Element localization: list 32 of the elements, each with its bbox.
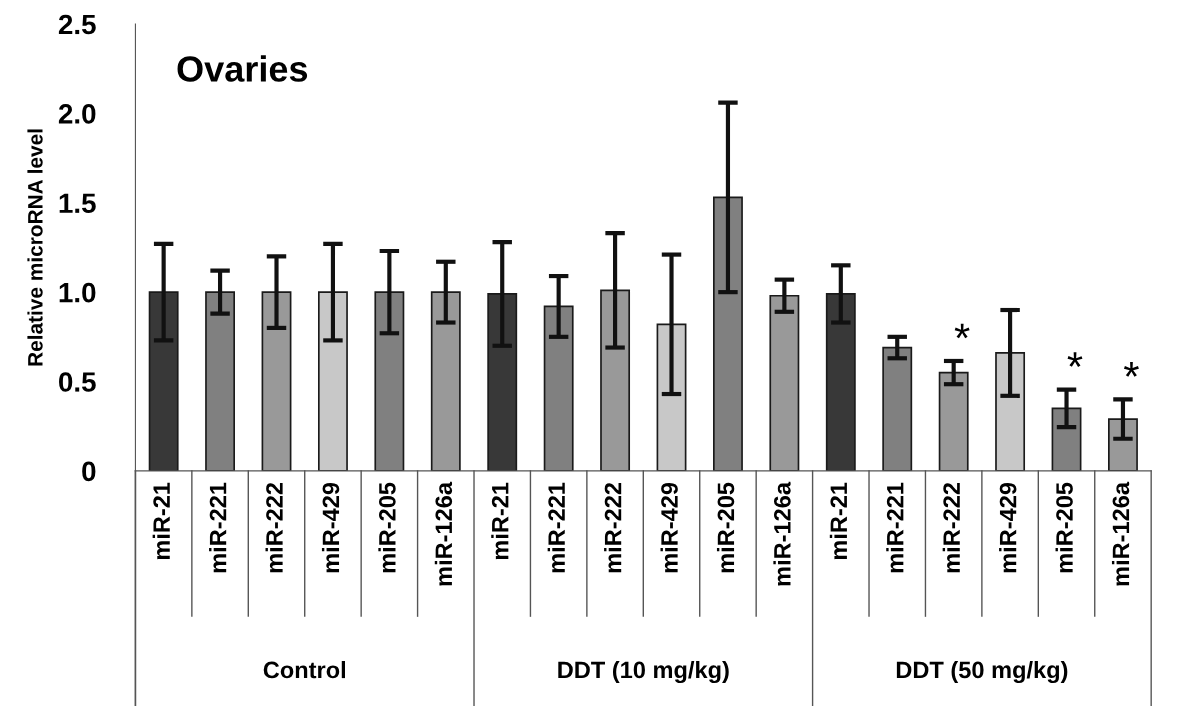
- x-tick-label: miR-205: [1055, 482, 1073, 573]
- x-tick-label: miR-126a: [1111, 481, 1130, 586]
- y-tick-label: 1.0: [59, 282, 96, 303]
- x-tick-label: miR-21: [829, 482, 847, 560]
- y-tick-label: 2.5: [58, 14, 96, 35]
- x-tick-label: miR-21: [152, 482, 170, 560]
- x-tick-label: miR-126a: [434, 481, 453, 586]
- x-tick-label: miR-205: [716, 482, 735, 573]
- text: DDT (50 mg/kg): [896, 660, 1068, 684]
- x-tick-label: miR-221: [209, 482, 227, 573]
- x-tick-label: miR-221: [547, 482, 565, 573]
- data-label: *: [1067, 352, 1083, 367]
- x-tick-label: miR-222: [942, 482, 960, 573]
- x-tick-label: miR-429: [660, 482, 678, 573]
- y-tick-label: 0.5: [59, 372, 96, 392]
- text: Ovaries: [177, 55, 308, 82]
- x-tick-label: miR-222: [265, 482, 283, 573]
- x-tick-label: miR-126a: [773, 481, 791, 586]
- x-tick-label: miR-205: [378, 482, 396, 573]
- text: Control: [263, 661, 346, 679]
- y-tick-label: 1.5: [59, 193, 96, 214]
- y-axis-title: Relative microRNA level: [27, 129, 43, 366]
- x-tick-label: miR-21: [491, 482, 509, 560]
- x-tick-label: miR-221: [886, 482, 904, 573]
- text: DDT (10 mg/kg): [558, 660, 729, 684]
- data-label: *: [954, 323, 970, 339]
- x-tick-label: miR-429: [321, 482, 340, 573]
- y-tick-label: 0: [82, 461, 96, 482]
- data-label: *: [1123, 362, 1139, 377]
- x-tick-label: miR-222: [604, 482, 622, 573]
- y-tick-label: 2.0: [58, 104, 96, 124]
- x-tick-label: miR-429: [999, 482, 1017, 573]
